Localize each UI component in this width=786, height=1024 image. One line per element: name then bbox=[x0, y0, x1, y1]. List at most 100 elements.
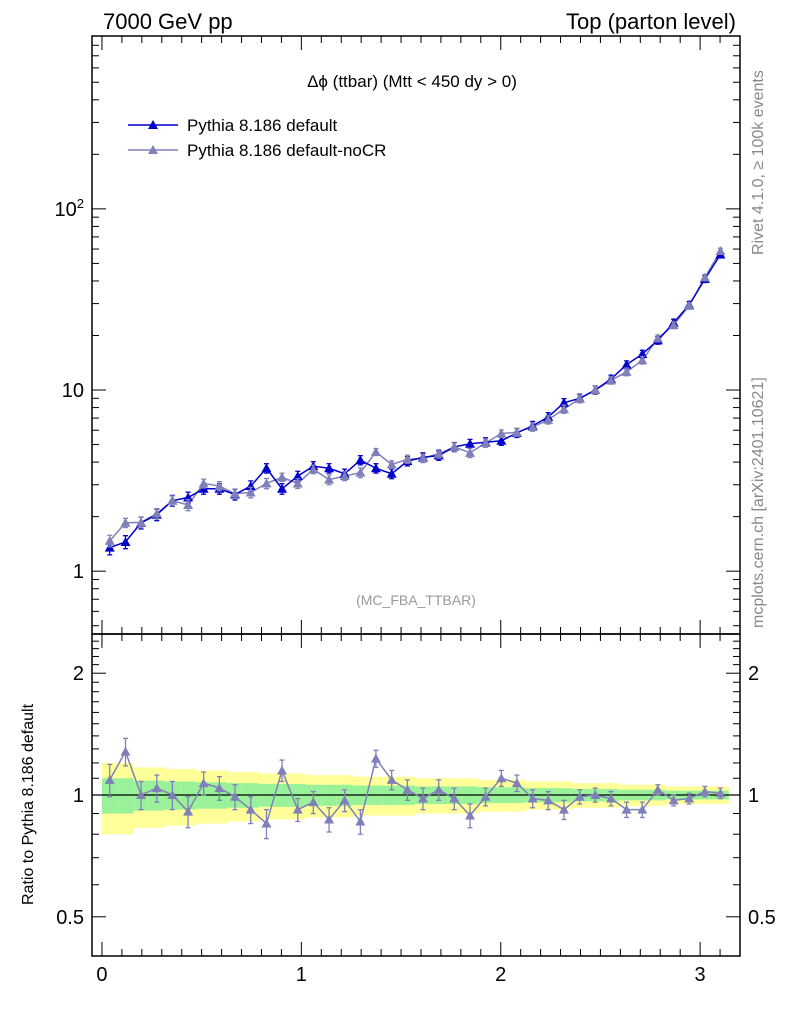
series2-point bbox=[277, 472, 288, 482]
ratio-ytick-label: 2 bbox=[73, 663, 84, 685]
series2-point bbox=[386, 459, 397, 469]
series2-point bbox=[245, 487, 256, 497]
series2-point bbox=[433, 448, 444, 458]
band-inner-bin bbox=[117, 778, 134, 814]
ratio-point bbox=[245, 804, 256, 814]
series2-point bbox=[511, 427, 522, 437]
ratio-point bbox=[574, 791, 585, 801]
ratio-point bbox=[668, 795, 679, 805]
ratio-uncertainty-bands bbox=[92, 762, 740, 835]
series2-point bbox=[370, 446, 381, 456]
series1-point bbox=[637, 349, 648, 359]
ratio-ytick-label-right: 1 bbox=[748, 785, 759, 807]
ratio-ytick-label-right: 2 bbox=[748, 663, 759, 685]
ratio-point bbox=[167, 790, 178, 799]
ratio-point bbox=[605, 793, 616, 803]
axes-layer: 1 10 102 0.5 0.5 1 1 2 2 0 1 2 3 bbox=[55, 35, 776, 986]
series1-point bbox=[621, 359, 632, 369]
series2-point bbox=[574, 393, 585, 403]
xtick-label: 0 bbox=[96, 964, 107, 986]
series2-point bbox=[417, 453, 428, 463]
series2-point bbox=[151, 508, 162, 518]
ratio-point bbox=[449, 793, 460, 803]
series2-point bbox=[465, 447, 476, 457]
ratio-point bbox=[229, 791, 240, 801]
series2-line bbox=[109, 250, 722, 542]
ratio-point bbox=[621, 804, 632, 814]
ratio-ytick-label: 1 bbox=[73, 785, 84, 807]
ratio-point bbox=[355, 816, 366, 826]
xtick-label: 3 bbox=[695, 964, 706, 986]
ratio-point bbox=[214, 783, 225, 793]
series2-point bbox=[355, 467, 366, 477]
series2-point bbox=[605, 375, 616, 385]
series2-point bbox=[324, 474, 335, 484]
ratio-point bbox=[136, 790, 147, 799]
series2-point bbox=[214, 481, 225, 491]
series1-point bbox=[465, 438, 476, 448]
series2-point bbox=[715, 246, 726, 256]
series2-point bbox=[480, 437, 491, 447]
series2-point bbox=[699, 272, 710, 282]
ratio-ytick-label: 0.5 bbox=[56, 907, 84, 929]
ratio-point bbox=[151, 783, 162, 793]
ratio-point bbox=[183, 806, 194, 816]
ratio-series-line bbox=[109, 749, 721, 825]
ratio-point bbox=[402, 784, 413, 794]
ratio-point bbox=[292, 804, 303, 814]
ratio-ytick-label-right: 0.5 bbox=[748, 907, 776, 929]
legend: Pythia 8.186 default Pythia 8.186 default… bbox=[128, 116, 386, 160]
main-series-layer bbox=[104, 246, 726, 556]
ratio-point bbox=[558, 804, 569, 814]
ratio-point bbox=[511, 778, 522, 788]
ratio-point bbox=[715, 788, 726, 798]
ratio-point bbox=[198, 778, 209, 788]
main-ytick-label: 10 bbox=[62, 380, 84, 402]
series2-point bbox=[543, 414, 554, 424]
series2-point bbox=[527, 421, 538, 431]
series2-point bbox=[120, 517, 131, 527]
series1-point bbox=[496, 435, 507, 445]
series2-point bbox=[229, 488, 240, 498]
main-ytick-label: 1 bbox=[73, 561, 84, 583]
ratio-point bbox=[277, 765, 288, 775]
ratio-point bbox=[308, 797, 319, 807]
series1-point bbox=[261, 463, 272, 473]
series2-point bbox=[402, 454, 413, 464]
series2-point bbox=[590, 385, 601, 395]
series2-point bbox=[652, 333, 663, 343]
ratio-point bbox=[699, 786, 710, 796]
series2-point bbox=[136, 517, 147, 527]
series1-point bbox=[120, 536, 131, 546]
ratio-point bbox=[339, 795, 350, 805]
ratio-point bbox=[652, 784, 663, 794]
series2-point bbox=[684, 300, 695, 310]
series2-point bbox=[449, 441, 460, 451]
ratio-point bbox=[261, 818, 272, 828]
series2-point bbox=[308, 464, 319, 474]
series2-point bbox=[621, 366, 632, 376]
series2-point bbox=[183, 499, 194, 509]
analysis-label: (MC_FBA_TTBAR) bbox=[356, 592, 476, 608]
series1-point bbox=[277, 483, 288, 493]
ratio-point bbox=[417, 793, 428, 803]
ratio-point bbox=[543, 795, 554, 805]
ratio-point bbox=[637, 804, 648, 814]
series1-point bbox=[324, 463, 335, 473]
series2-point bbox=[261, 478, 272, 488]
ratio-point bbox=[496, 773, 507, 783]
ratio-point bbox=[433, 784, 444, 794]
series1-point bbox=[370, 463, 381, 473]
series2-point bbox=[198, 478, 209, 488]
ratio-point bbox=[480, 791, 491, 801]
series2-point bbox=[637, 355, 648, 365]
legend-marker-2 bbox=[148, 145, 158, 154]
series1-point bbox=[355, 455, 366, 465]
ratio-point bbox=[465, 810, 476, 820]
legend-label-1: Pythia 8.186 default bbox=[187, 116, 338, 135]
series2-point bbox=[292, 478, 303, 488]
series1-line bbox=[109, 254, 722, 549]
header-left: 7000 GeV pp bbox=[103, 9, 233, 34]
series2-point bbox=[558, 404, 569, 414]
ratio-point bbox=[527, 793, 538, 803]
